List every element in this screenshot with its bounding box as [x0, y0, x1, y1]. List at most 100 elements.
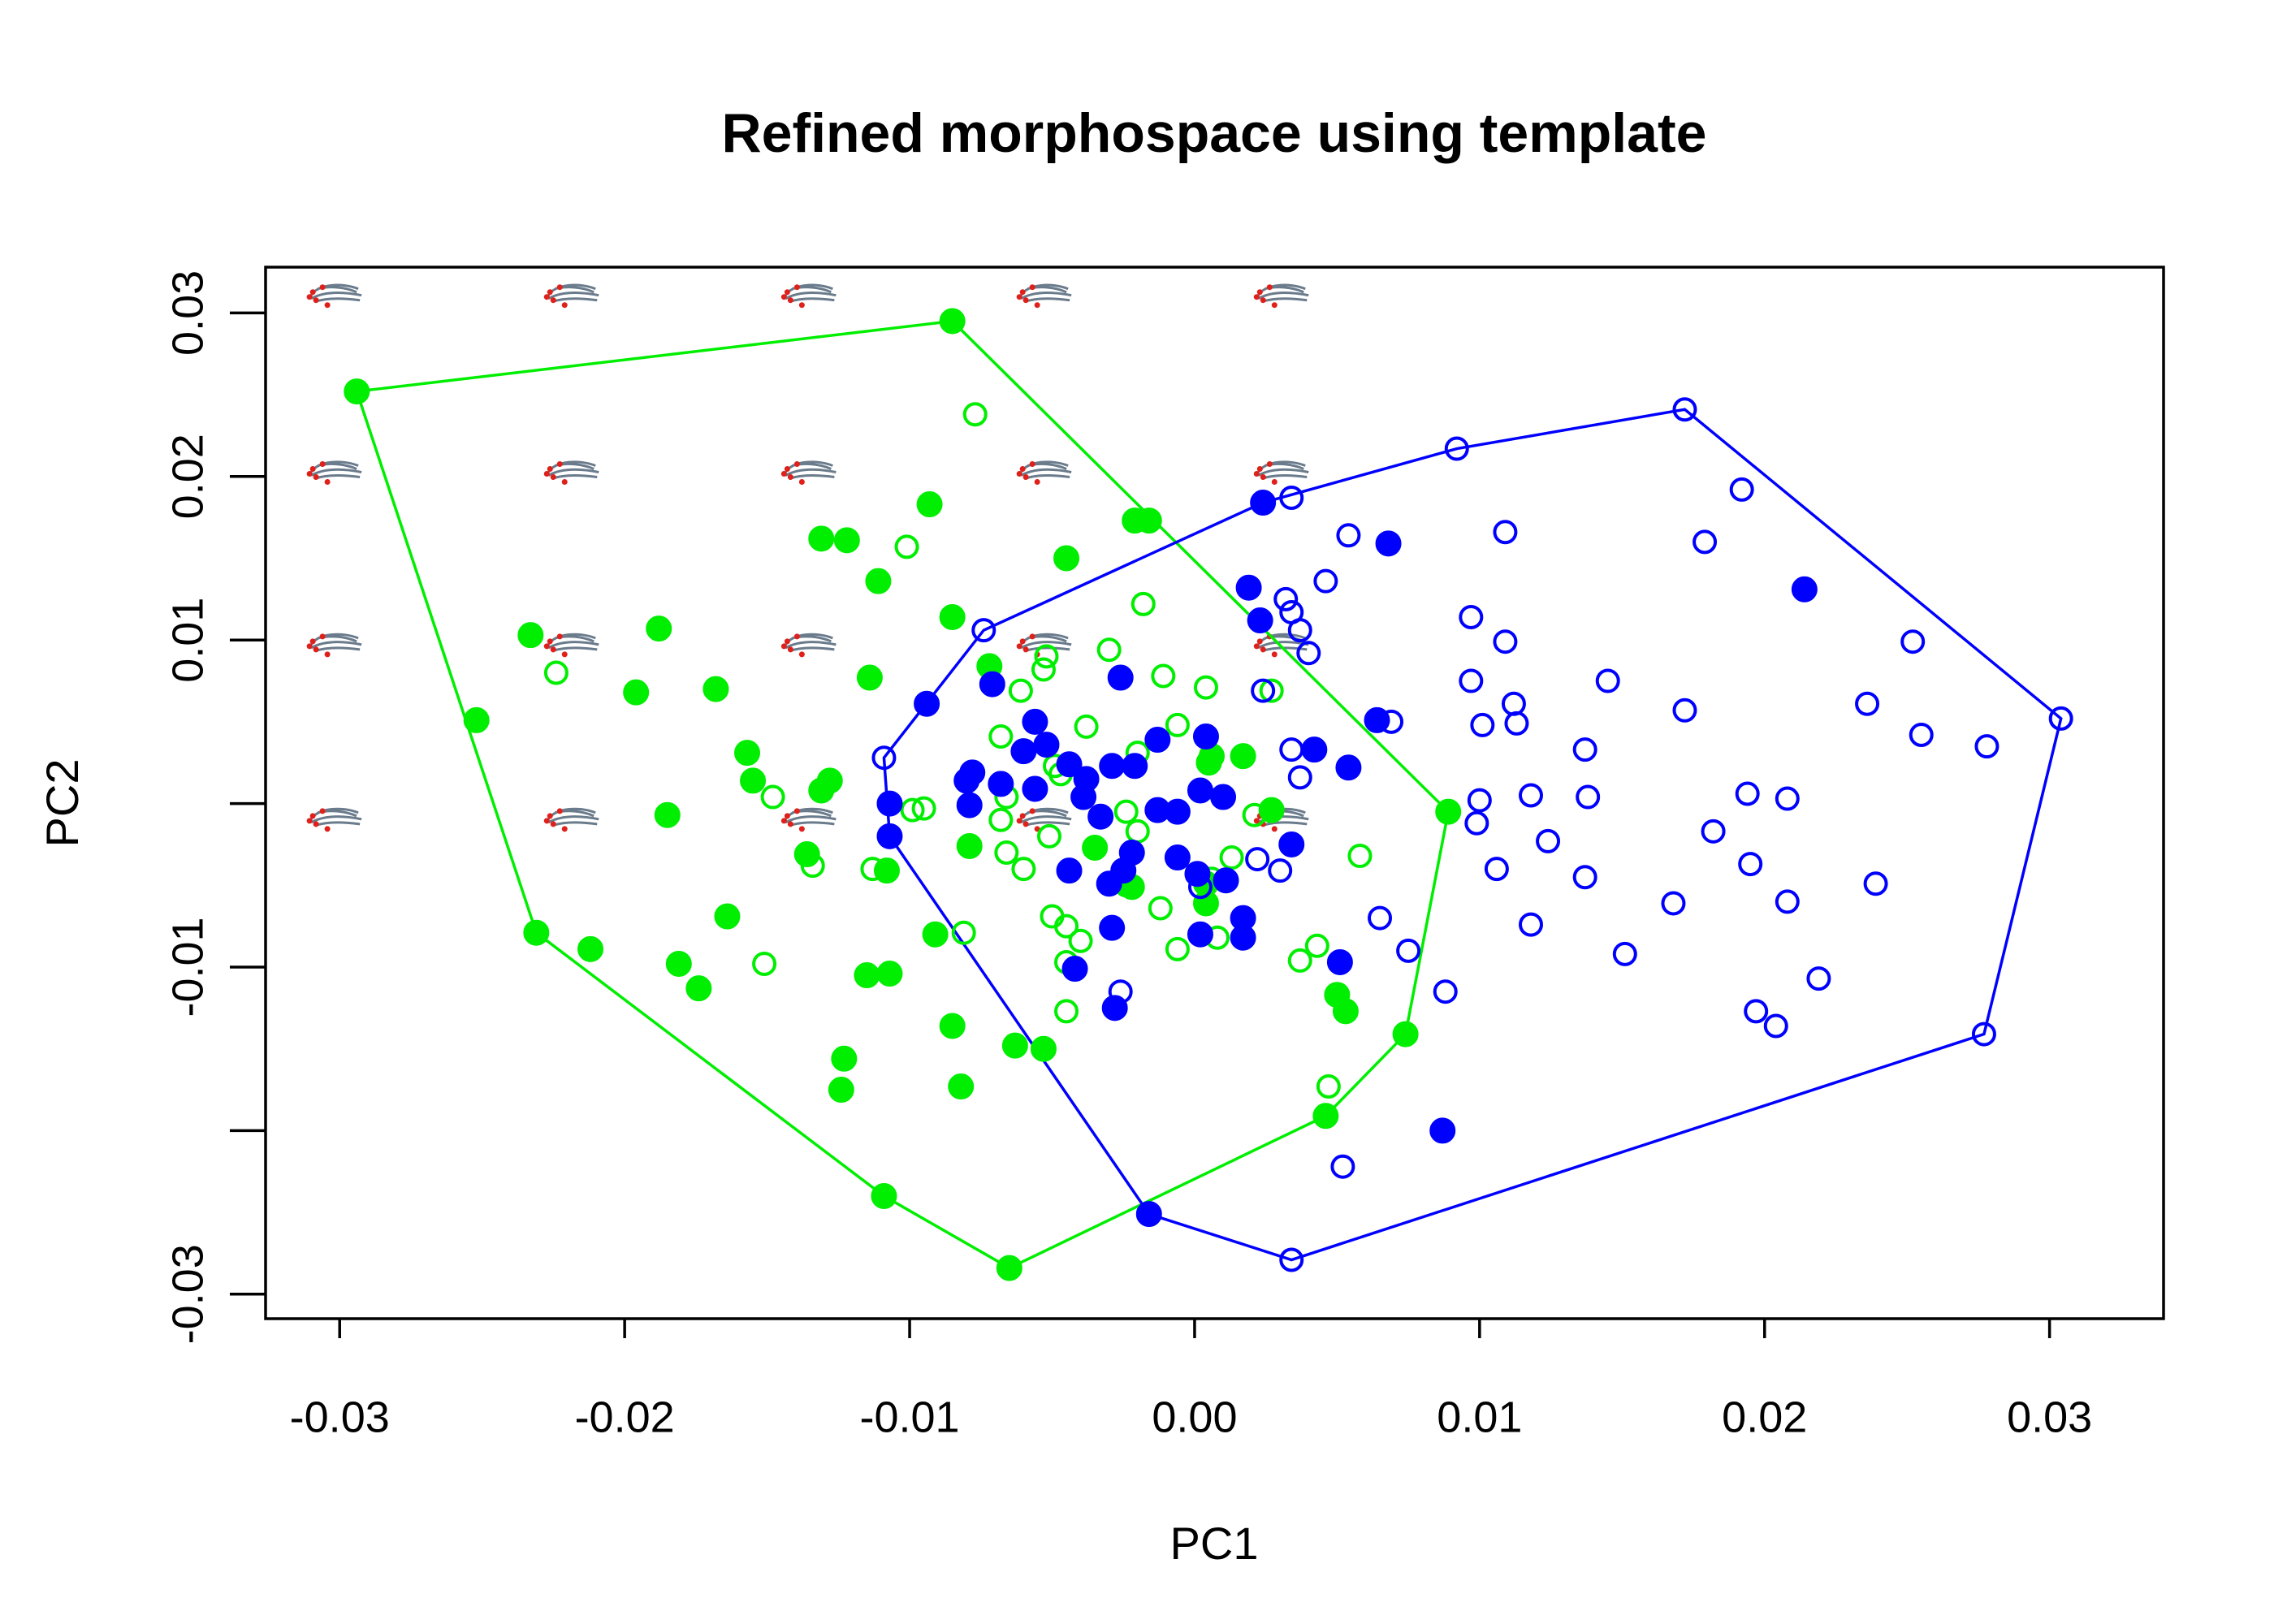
point	[1336, 523, 1361, 548]
icon-dot	[306, 818, 313, 824]
point	[1312, 1103, 1339, 1129]
point	[1572, 737, 1597, 762]
point	[994, 840, 1019, 866]
template-icon	[1016, 633, 1072, 658]
icon-dot	[780, 294, 787, 300]
point	[523, 919, 550, 946]
icon-dot	[1019, 289, 1026, 296]
icon-dot	[798, 479, 805, 486]
icon-dot	[547, 638, 553, 645]
icon-dot	[309, 638, 316, 645]
icon-dot	[784, 638, 790, 645]
template-icon	[306, 460, 362, 486]
point	[1672, 397, 1697, 422]
icon-dot	[556, 633, 563, 640]
y-tick-label: -0.03	[163, 1244, 212, 1344]
point	[1900, 629, 1926, 654]
icon-shape	[309, 283, 362, 304]
icon-dot	[561, 302, 568, 309]
point	[1467, 788, 1492, 813]
icon-dot	[324, 302, 331, 309]
point	[1392, 1021, 1419, 1047]
point	[1576, 784, 1601, 810]
icon-dot	[1019, 638, 1026, 645]
x-tick-label: 0.02	[1722, 1393, 1807, 1441]
point	[1030, 1035, 1057, 1062]
point	[1806, 966, 1831, 991]
icon-dot	[543, 294, 550, 300]
point	[1335, 754, 1362, 781]
template-icon	[306, 633, 362, 658]
point	[808, 777, 835, 804]
point	[1219, 845, 1244, 870]
icon-dot	[556, 461, 563, 468]
point	[911, 796, 936, 821]
icon-dot	[309, 813, 316, 819]
point	[865, 568, 892, 594]
icon-dot	[1271, 479, 1278, 486]
icon-dot	[1256, 289, 1263, 296]
hull	[882, 408, 2063, 1262]
icon-dot	[1019, 466, 1026, 473]
point	[1245, 847, 1270, 872]
icon-dot	[798, 302, 805, 309]
icon-dot	[547, 289, 553, 296]
icon-shape	[785, 283, 837, 304]
point	[1230, 924, 1256, 951]
point	[1493, 520, 1518, 545]
point	[1519, 912, 1543, 937]
point	[914, 690, 940, 717]
point	[1278, 831, 1305, 857]
point	[1493, 629, 1518, 654]
icon-dot	[780, 818, 787, 824]
point	[988, 807, 1014, 832]
icon-dot	[324, 826, 331, 832]
icon-dot	[309, 466, 316, 473]
template-icon	[1016, 807, 1072, 832]
icon-dot	[313, 474, 319, 481]
point	[1033, 732, 1060, 758]
template-icon	[780, 460, 837, 486]
point	[1287, 618, 1312, 643]
point	[1775, 786, 1800, 811]
point	[1144, 727, 1171, 754]
icon-dot	[787, 297, 793, 304]
point	[871, 745, 897, 771]
point	[1273, 586, 1299, 611]
y-tick-label: 0.01	[163, 598, 212, 683]
point	[1082, 834, 1109, 861]
point	[1187, 777, 1213, 804]
point	[1738, 852, 1763, 877]
icon-shape	[1256, 460, 1309, 480]
point	[1729, 477, 1754, 502]
icon-dot	[550, 821, 556, 827]
icon-dot	[793, 284, 800, 291]
template-icon	[780, 283, 837, 309]
point	[1036, 823, 1061, 849]
y-tick-label: -0.01	[163, 917, 212, 1017]
point	[1316, 1074, 1341, 1099]
icon-dot	[1266, 461, 1273, 468]
point	[1433, 979, 1458, 1004]
icon-dot	[561, 651, 568, 658]
chart-title: Refined morphospace using template	[722, 102, 1707, 164]
point	[1435, 798, 1462, 825]
point	[1301, 736, 1328, 763]
point	[1070, 784, 1097, 810]
point	[1268, 858, 1293, 883]
icon-dot	[547, 813, 553, 819]
icon-shape	[785, 460, 837, 480]
point	[916, 491, 943, 518]
y-tick-label: 0.02	[163, 434, 212, 519]
point	[1056, 857, 1083, 884]
point	[1135, 1201, 1162, 1228]
point	[979, 671, 1005, 698]
point	[1368, 905, 1393, 931]
y-axis-label: PC2	[37, 759, 88, 848]
point	[1242, 802, 1267, 827]
template-icon	[780, 807, 837, 832]
point	[1165, 936, 1190, 961]
point	[1259, 678, 1284, 703]
icon-dot	[550, 474, 556, 481]
